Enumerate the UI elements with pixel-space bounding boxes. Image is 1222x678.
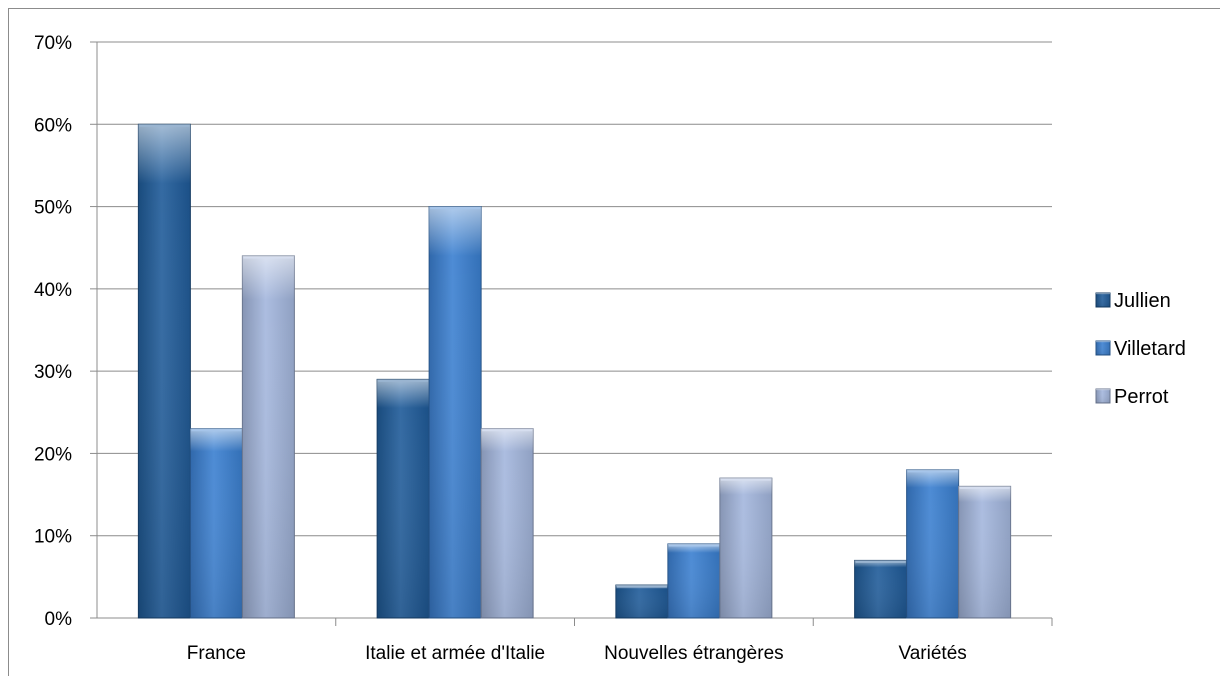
bar — [958, 485, 1012, 619]
legend-item: Jullien — [1095, 290, 1171, 312]
legend-label: Villetard — [1114, 338, 1186, 360]
x-tick-label: France — [187, 643, 246, 664]
bar-gloss — [190, 428, 243, 618]
x-tick-label: Nouvelles étrangères — [604, 643, 784, 664]
bar-gloss — [138, 124, 191, 619]
legend-label: Perrot — [1114, 386, 1169, 408]
bar — [376, 378, 430, 619]
bar-gloss — [719, 478, 772, 618]
bar-gloss — [854, 560, 907, 618]
bar-gloss — [667, 543, 720, 618]
bar-gloss — [906, 469, 959, 618]
gridlines — [97, 41, 1052, 537]
x-tick-label: Italie et armée d'Italie — [365, 643, 545, 664]
bar-gloss — [481, 428, 534, 618]
bar-gloss — [377, 379, 430, 618]
legend-item: Perrot — [1095, 386, 1169, 408]
bar-gloss — [429, 206, 482, 619]
bar-gloss — [242, 255, 295, 618]
bar-gloss — [958, 486, 1011, 618]
legend-swatch-gloss — [1096, 293, 1110, 307]
y-tick-label: 70% — [34, 33, 72, 54]
bar — [428, 206, 482, 619]
bar — [189, 428, 243, 619]
y-tick-label: 0% — [45, 609, 73, 630]
y-tick-label: 50% — [34, 198, 72, 219]
bars — [137, 123, 1012, 619]
legend-swatch-gloss — [1096, 341, 1110, 355]
bar — [667, 543, 721, 619]
chart-frame — [8, 8, 1220, 676]
y-axis-ticks: 0% 10% 20% 30% 40% 50% 60% 70% — [34, 33, 97, 630]
legend-item: Villetard — [1095, 338, 1186, 360]
y-tick-label: 10% — [34, 527, 72, 548]
y-tick-label: 30% — [34, 362, 72, 383]
bar — [480, 428, 534, 619]
legend-label: Jullien — [1114, 290, 1171, 312]
legend: Jullien Villetard Perrot — [1095, 290, 1186, 408]
y-tick-label: 20% — [34, 444, 72, 465]
bar — [719, 477, 773, 619]
x-axis-ticks: France Italie et armée d'Italie Nouvelles … — [187, 618, 1053, 664]
bar — [906, 469, 960, 619]
y-tick-label: 60% — [34, 115, 72, 136]
y-tick-label: 40% — [34, 280, 72, 301]
bar — [241, 255, 295, 619]
x-tick-label: Variétés — [898, 643, 966, 664]
legend-swatch-gloss — [1096, 389, 1110, 403]
bar — [137, 123, 191, 619]
bar-gloss — [615, 585, 668, 618]
bar — [615, 584, 669, 619]
bar — [854, 559, 908, 619]
